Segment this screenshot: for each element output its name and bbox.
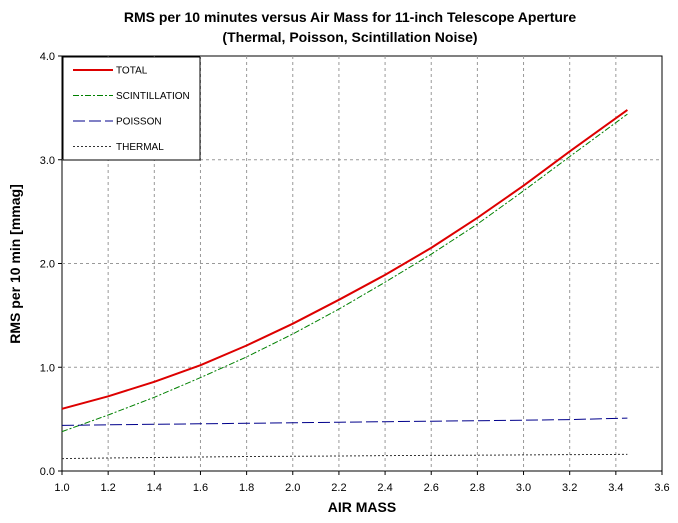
x-tick-label: 2.0 xyxy=(285,482,300,494)
legend-box xyxy=(62,56,201,161)
x-tick-label: 2.8 xyxy=(470,482,485,494)
legend-label-total: TOTAL xyxy=(116,66,148,77)
y-tick-label: 2.0 xyxy=(40,259,55,271)
series-line-thermal xyxy=(61,453,628,460)
x-tick-label: 1.2 xyxy=(101,482,116,494)
x-axis-label: AIR MASS xyxy=(328,499,396,515)
series-line-poisson xyxy=(61,417,628,426)
grid-lines xyxy=(62,56,662,471)
legend-label-poisson: POISSON xyxy=(116,117,162,128)
y-tick-label: 4.0 xyxy=(40,51,55,63)
y-tick-label: 3.0 xyxy=(40,155,55,167)
x-tick-label: 3.4 xyxy=(608,482,623,494)
chart-subtitle: (Thermal, Poisson, Scintillation Noise) xyxy=(222,29,477,45)
legend-label-thermal: THERMAL xyxy=(116,142,164,153)
series-line-total xyxy=(61,109,628,410)
x-tick-label: 3.6 xyxy=(654,482,669,494)
x-tick-label: 2.2 xyxy=(331,482,346,494)
series-layer xyxy=(61,109,628,460)
y-tick-label: 1.0 xyxy=(40,362,55,374)
x-tick-label: 1.0 xyxy=(54,482,69,494)
x-tick-label: 1.6 xyxy=(193,482,208,494)
x-tick-label: 2.4 xyxy=(377,482,392,494)
x-tick-label: 1.4 xyxy=(147,482,162,494)
legend: TOTAL SCINTILLATION POISSON THERMAL xyxy=(62,56,201,161)
y-axis-label: RMS per 10 min [mmag] xyxy=(7,184,23,343)
x-tick-label: 1.8 xyxy=(239,482,254,494)
x-tick-label: 3.2 xyxy=(562,482,577,494)
x-tick-label: 2.6 xyxy=(424,482,439,494)
y-tick-label: 0.0 xyxy=(40,466,55,478)
x-tick-label: 3.0 xyxy=(516,482,531,494)
x-axis-ticks: 1.0 1.2 1.4 1.6 1.8 2.0 2.2 2.4 2.6 2.8 3.0 3.2 3.4 3… xyxy=(54,471,670,494)
chart-title: RMS per 10 minutes versus Air Mass for 1… xyxy=(124,9,577,25)
series-line-scintillation xyxy=(61,113,628,433)
legend-label-scintillation: SCINTILLATION xyxy=(116,91,190,102)
y-axis-ticks: 0.0 1.0 2.0 3.0 4.0 xyxy=(40,51,62,478)
